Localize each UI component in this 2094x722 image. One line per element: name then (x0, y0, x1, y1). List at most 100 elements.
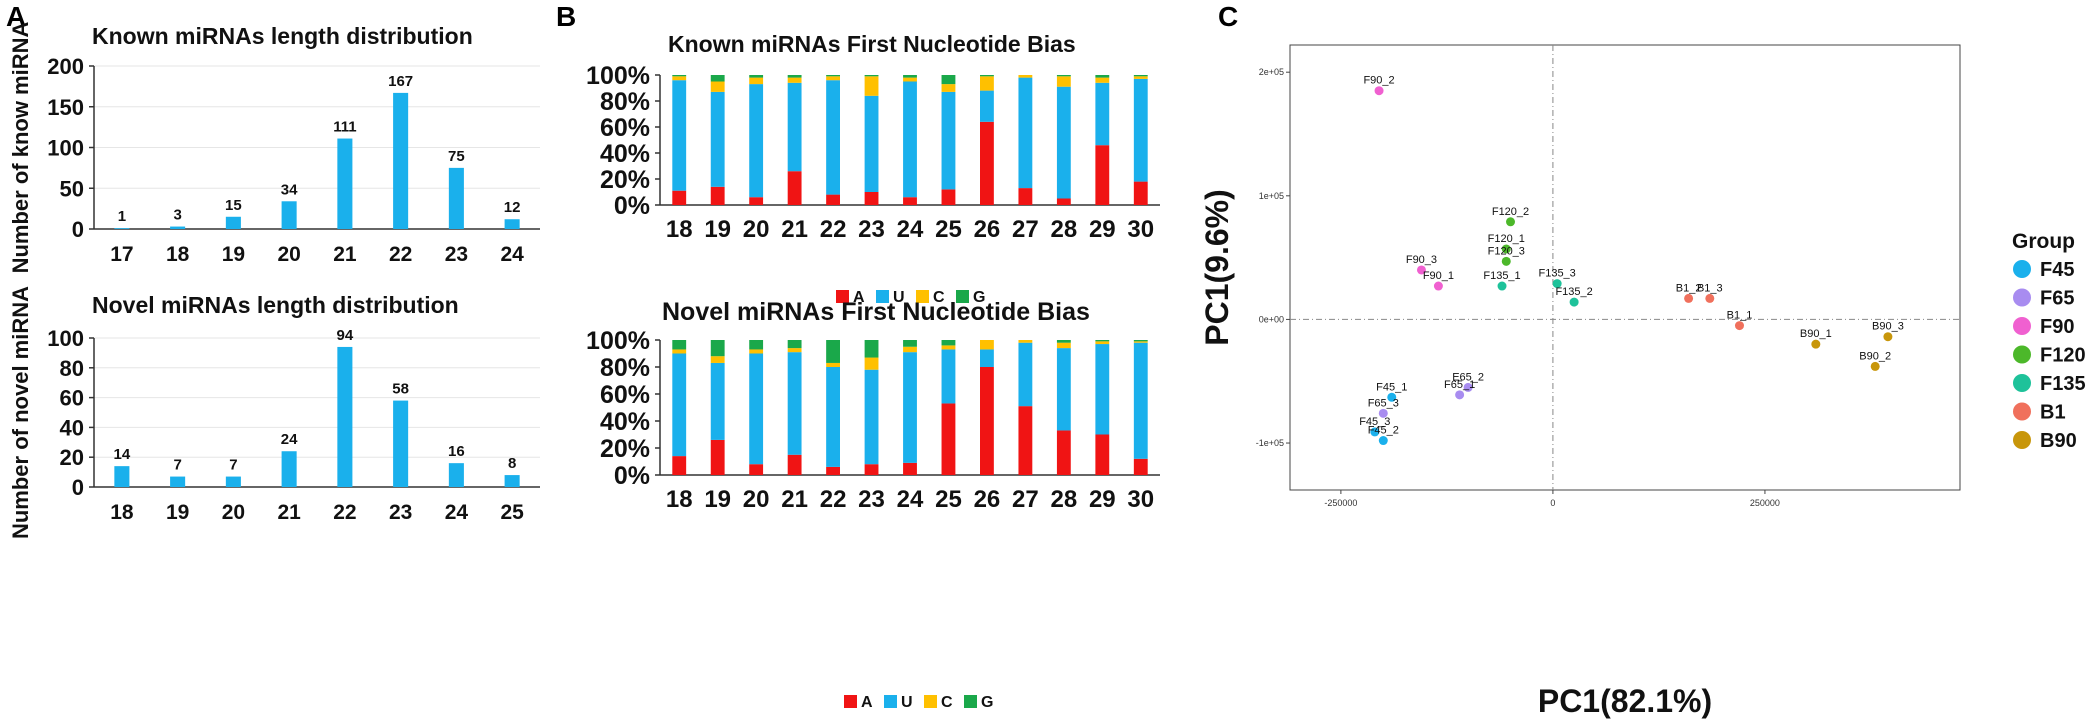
stack-segment-G (864, 75, 879, 77)
bar (393, 400, 409, 487)
legend-label: F65 (2040, 288, 2074, 310)
point-b90-2 (1870, 361, 1880, 371)
chart-title: Known miRNAs First Nucleotide Bias (668, 31, 1076, 57)
stack-segment-C (1095, 341, 1110, 345)
x-tick-label: 24 (897, 486, 924, 513)
bar (114, 466, 130, 487)
stack-segment-U (826, 367, 840, 467)
x-tick-label: 23 (389, 501, 412, 524)
point-f65-1 (1455, 390, 1465, 400)
y-tick-label: 1e+05 (1259, 191, 1284, 201)
legend-marker-b90 (2013, 431, 2031, 449)
y-tick-label: 2e+05 (1259, 67, 1284, 77)
legend-label: F90 (2040, 316, 2074, 338)
y-tick-label: 100% (586, 327, 650, 355)
stack-segment-U (941, 349, 956, 404)
point-label: F90_2 (1363, 75, 1394, 87)
stack-segment-G (787, 75, 802, 78)
point-label: F90_1 (1423, 270, 1454, 282)
legend-swatch-G (964, 695, 977, 708)
x-tick-label: 19 (704, 216, 731, 243)
legend-label: G (981, 694, 993, 711)
point-b90-1 (1811, 339, 1821, 349)
legend-title: Group (2012, 230, 2075, 253)
stack-segment-U (672, 353, 687, 457)
stack-segment-G (710, 75, 725, 82)
point-f120-3 (1501, 256, 1511, 266)
x-tick-label: 28 (1050, 486, 1077, 513)
point-f120-2 (1506, 217, 1516, 227)
y-tick-label: 100 (47, 136, 84, 161)
x-tick-label: 0 (1550, 498, 1555, 508)
stack-segment-G (903, 340, 917, 347)
stack-segment-U (826, 80, 840, 195)
stack-segment-U (710, 91, 725, 187)
stack-segment-G (1095, 75, 1110, 78)
point-label: B90_3 (1872, 321, 1904, 333)
y-tick-label: 60% (600, 381, 650, 409)
stack-segment-U (1133, 78, 1148, 182)
stack-segment-G (1056, 340, 1071, 343)
legend-swatch-C (916, 290, 929, 303)
stack-segment-A (1056, 430, 1071, 475)
legend-swatch-A (844, 695, 857, 708)
stack-segment-C (941, 345, 956, 350)
chart-title: Novel miRNAs First Nucleotide Bias (662, 298, 1090, 326)
point-label: F120_2 (1492, 206, 1529, 218)
x-tick-label: 21 (333, 243, 357, 266)
stack-segment-C (672, 76, 687, 81)
stack-segment-A (787, 454, 802, 475)
stack-segment-C (1133, 341, 1148, 343)
x-tick-label: 250000 (1750, 498, 1780, 508)
x-tick-label: 22 (820, 486, 847, 513)
stack-segment-C (710, 356, 725, 363)
stack-segment-G (749, 75, 764, 78)
y-tick-label: 0% (614, 192, 650, 220)
x-tick-label: 21 (781, 216, 808, 243)
x-tick-label: 25 (935, 216, 962, 243)
stack-segment-A (903, 197, 917, 205)
x-tick-label: 23 (858, 486, 885, 513)
x-tick-label: 20 (743, 216, 770, 243)
stack-segment-U (1133, 342, 1148, 459)
stack-segment-U (864, 95, 879, 192)
x-tick-label: 19 (166, 501, 189, 524)
bar-value-label: 7 (173, 457, 181, 474)
stack-segment-G (864, 340, 879, 358)
point-e65-2 (1463, 382, 1473, 392)
x-tick-label: 29 (1089, 486, 1116, 513)
x-tick-label: 18 (666, 216, 693, 243)
legend-marker-f120 (2013, 345, 2031, 364)
y-tick-label: 0% (614, 462, 650, 490)
stack-segment-U (903, 352, 917, 463)
stack-segment-G (1133, 75, 1148, 77)
bar (337, 138, 353, 229)
stack-segment-G (1133, 340, 1148, 342)
stack-segment-A (980, 367, 994, 475)
y-tick-label: 0 (72, 475, 84, 500)
stack-segment-A (749, 464, 764, 475)
y-tick-label: 100% (586, 62, 650, 90)
x-tick-label: 28 (1050, 216, 1077, 243)
x-tick-label: -250000 (1324, 498, 1357, 508)
point-label: E65_2 (1452, 371, 1484, 383)
legend-label: U (893, 289, 905, 306)
stack-segment-A (710, 439, 725, 475)
point-label: F90_3 (1406, 254, 1437, 266)
stack-segment-G (672, 340, 687, 350)
legend-label: G (973, 289, 985, 306)
bar (448, 463, 464, 487)
stack-segment-U (903, 81, 917, 198)
y-axis-label: Number of know miRNA (8, 22, 33, 274)
point-b1-2 (1684, 293, 1694, 303)
stack-segment-U (1018, 342, 1033, 407)
stack-segment-G (1095, 340, 1110, 342)
stack-segment-A (672, 456, 687, 475)
stack-segment-A (672, 190, 687, 205)
bar-value-label: 58 (392, 381, 409, 398)
x-tick-label: 29 (1089, 216, 1116, 243)
stack-segment-C (749, 77, 764, 85)
y-tick-label: 80 (60, 356, 84, 381)
x-axis-label: PC1(82.1%) (1538, 683, 1712, 719)
